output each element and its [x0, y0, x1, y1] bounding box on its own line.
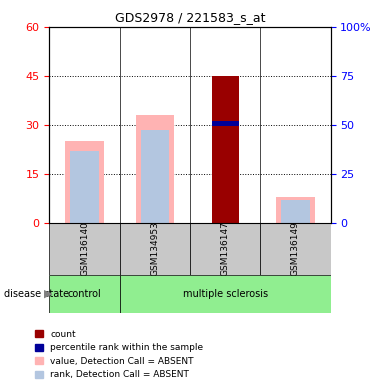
Bar	[141, 130, 169, 223]
Bar	[120, 223, 190, 275]
Text: GSM134953: GSM134953	[150, 221, 159, 276]
Text: GSM136140: GSM136140	[80, 221, 89, 276]
Bar	[212, 76, 239, 223]
Bar	[260, 223, 331, 275]
Legend: count, percentile rank within the sample, value, Detection Call = ABSENT, rank, : count, percentile rank within the sample…	[35, 330, 203, 379]
Text: GSM136147: GSM136147	[221, 221, 230, 276]
Bar	[281, 200, 310, 223]
Bar	[49, 275, 120, 313]
Text: ▶: ▶	[44, 289, 52, 299]
Bar	[212, 121, 239, 126]
Bar	[49, 223, 120, 275]
Text: control: control	[68, 289, 101, 299]
Bar	[71, 151, 99, 223]
Text: GSM136149: GSM136149	[291, 221, 300, 276]
Title: GDS2978 / 221583_s_at: GDS2978 / 221583_s_at	[115, 11, 265, 24]
Bar	[136, 115, 174, 223]
Text: disease state: disease state	[4, 289, 69, 299]
Bar	[190, 223, 260, 275]
Bar	[65, 141, 104, 223]
Text: multiple sclerosis: multiple sclerosis	[182, 289, 268, 299]
Bar	[276, 197, 315, 223]
Bar	[120, 275, 331, 313]
